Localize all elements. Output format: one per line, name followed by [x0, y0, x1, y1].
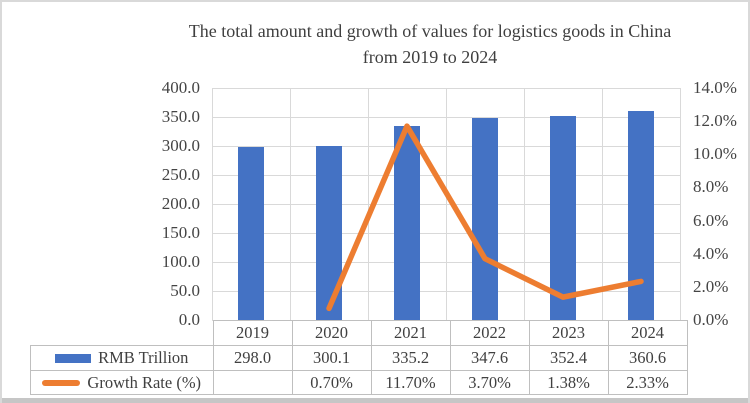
growth-rate-polyline: [326, 123, 644, 312]
right-axis-tick-label: 12.0%: [693, 111, 737, 131]
left-axis-tick-label: 250.0: [161, 165, 200, 184]
gridline-vertical: [524, 88, 525, 320]
right-axis-tick-label: 4.0%: [693, 243, 729, 263]
line-legend-swatch-icon: [42, 379, 81, 386]
bar-2021: [394, 125, 420, 320]
left-axis-tick-label: 150.0: [161, 223, 200, 242]
bar-2019: [238, 147, 264, 320]
right-axis-tick-label: 0.0%: [693, 310, 729, 329]
gridline-vertical: [602, 88, 603, 320]
value-cell: 360.6: [607, 345, 688, 371]
year-cell: 2024: [607, 320, 688, 346]
right-axis-tick-label: 2.0%: [693, 276, 729, 296]
plot-area: [212, 88, 681, 321]
year-cell: 2020: [291, 320, 372, 346]
value-cell: 298.0: [212, 345, 293, 371]
bar-2022: [472, 118, 498, 320]
legend-label: RMB Trillion: [98, 348, 189, 367]
left-axis-tick-label: 50.0: [170, 281, 200, 300]
value-cell: 352.4: [528, 345, 609, 371]
left-axis-tick-label: 350.0: [161, 107, 200, 126]
chart-title-line1: The total amount and growth of values fo…: [188, 21, 672, 41]
chart-title-line2: from 2019 to 2024: [362, 47, 498, 67]
value-cell: 0.70%: [291, 370, 372, 395]
bar-legend-swatch-icon: [55, 353, 92, 363]
gridline-vertical: [290, 88, 291, 320]
table-year-row: 2019 2020 2021 2022 2023 2024: [31, 320, 688, 346]
table-series-row: RMB Trillion 298.0 300.1 335.2 347.6 352.4 360…: [30, 345, 688, 371]
left-axis-tick-label: 0.0: [178, 310, 200, 329]
year-cell: 2022: [449, 320, 530, 346]
legend-label: Growth Rate (%): [87, 372, 202, 392]
value-cell: 1.38%: [528, 370, 609, 395]
year-cell: 2019: [212, 320, 293, 346]
value-cell: 11.70%: [370, 370, 451, 395]
gridline-vertical: [368, 88, 369, 320]
gridline-vertical: [680, 88, 681, 320]
year-cell: 2021: [370, 320, 451, 346]
window-bottom-edge: [2, 398, 748, 403]
chart-title: The total amount and growth of values fo…: [102, 18, 748, 70]
right-axis-tick-label: 6.0%: [693, 210, 729, 230]
gridline-vertical: [446, 88, 447, 320]
left-axis-tick-label: 200.0: [161, 194, 200, 213]
right-axis-tick-label: 14.0%: [693, 78, 737, 97]
table-corner-blank: [31, 321, 214, 346]
left-axis-tick-label: 100.0: [161, 252, 200, 271]
legend-key: RMB Trillion: [31, 348, 212, 368]
value-cell: 300.1: [291, 345, 372, 371]
year-cell: 2023: [528, 320, 609, 346]
growth-rate-line: [326, 123, 644, 312]
left-axis-tick-label: 300.0: [161, 136, 200, 155]
legend-cell: Growth Rate (%): [30, 370, 214, 395]
legend-key: Growth Rate (%): [31, 372, 212, 393]
value-cell: 335.2: [370, 345, 451, 371]
left-axis-tick-label: 400.0: [161, 78, 200, 97]
right-axis-tick-label: 8.0%: [693, 177, 729, 197]
gridline-vertical: [212, 88, 213, 320]
table-series-row: Growth Rate (%) 0.70% 11.70% 3.70% 1.38% 2.33…: [30, 370, 688, 395]
legend-cell: RMB Trillion: [30, 345, 214, 371]
value-cell: 2.33%: [607, 370, 688, 395]
data-table: 2019 2020 2021 2022 2023 2024 RMB Trillion 298.…: [30, 320, 688, 395]
bar-2023: [550, 115, 576, 320]
value-cell: 3.70%: [449, 370, 530, 395]
value-cell: [212, 370, 293, 395]
value-cell: 347.6: [449, 345, 530, 371]
right-axis-tick-label: 10.0%: [693, 144, 737, 164]
